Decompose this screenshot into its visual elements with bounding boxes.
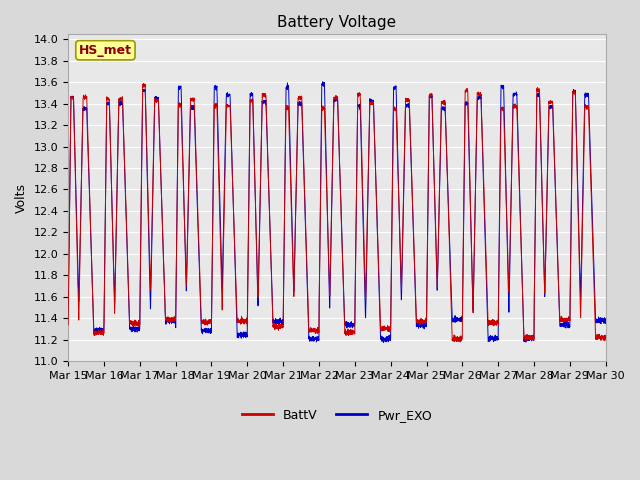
Legend: BattV, Pwr_EXO: BattV, Pwr_EXO: [237, 404, 437, 427]
Title: Battery Voltage: Battery Voltage: [277, 15, 397, 30]
Y-axis label: Volts: Volts: [15, 182, 28, 213]
Text: HS_met: HS_met: [79, 44, 132, 57]
